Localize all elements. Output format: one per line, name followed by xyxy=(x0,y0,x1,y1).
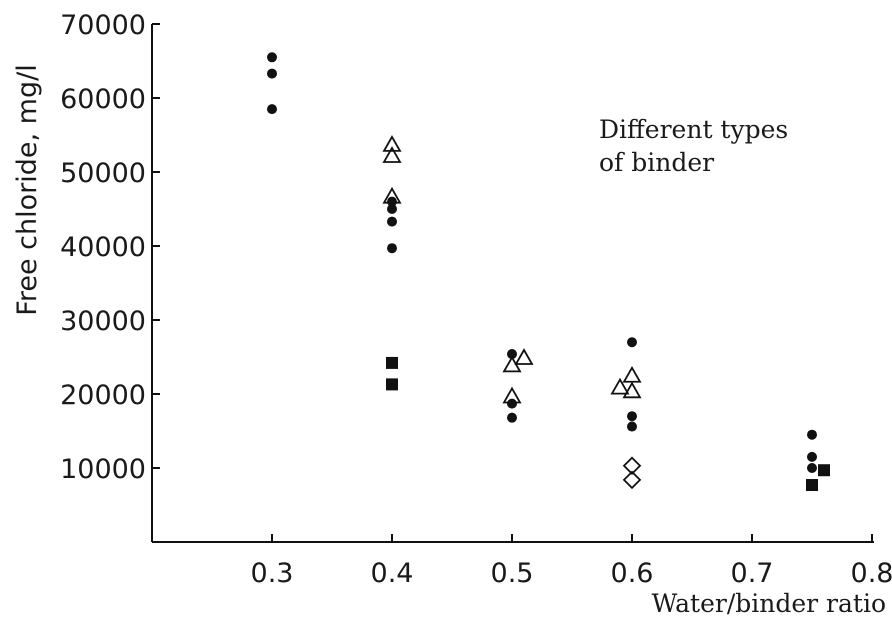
data-point-circle xyxy=(627,337,637,348)
data-point-triangle xyxy=(382,146,402,163)
x-axis-ticks: 0.3 0.4 0.5 0.6 0.7 0.8 xyxy=(251,534,892,589)
data-point-circle xyxy=(507,412,517,423)
data-point-triangle xyxy=(514,348,534,365)
data-point-circle xyxy=(387,196,397,207)
data-point-square xyxy=(818,464,830,477)
data-point-circle xyxy=(507,349,517,360)
data-point-circle xyxy=(627,421,637,432)
y-tick-label: 60000 xyxy=(60,84,146,115)
data-point-diamond xyxy=(622,456,642,476)
data-point-triangle xyxy=(382,135,402,152)
x-tick-label: 0.8 xyxy=(851,558,892,589)
y-tick-label: 70000 xyxy=(60,10,146,41)
data-point-circle xyxy=(387,243,397,254)
annotation-line-2: of binder xyxy=(599,148,714,177)
data-point-circle xyxy=(807,429,817,440)
x-tick-label: 0.5 xyxy=(491,558,534,589)
data-point-circle xyxy=(627,411,637,422)
data-point-square xyxy=(386,356,398,369)
y-axis-ticks: 10000 20000 30000 40000 50000 60000 70000 xyxy=(60,10,160,485)
y-tick-label: 50000 xyxy=(60,158,146,189)
data-point-square xyxy=(386,378,398,391)
data-point-square xyxy=(806,479,818,492)
x-tick-label: 0.7 xyxy=(731,558,774,589)
data-point-circle xyxy=(507,398,517,409)
data-point-circle xyxy=(267,52,277,63)
data-point-circle xyxy=(807,463,817,473)
x-axis-title: Water/binder ratio xyxy=(652,589,886,618)
y-axis-title: Free chloride, mg/l xyxy=(12,64,43,315)
y-tick-label: 40000 xyxy=(60,232,146,263)
data-points xyxy=(267,52,830,492)
annotation-line-1: Different types xyxy=(599,115,788,144)
data-point-circle xyxy=(807,451,817,462)
data-point-triangle xyxy=(610,377,630,395)
data-point-triangle xyxy=(622,365,642,383)
data-point-circle xyxy=(267,68,277,79)
x-tick-label: 0.4 xyxy=(371,558,414,589)
data-point-circle xyxy=(387,204,397,214)
x-tick-label: 0.6 xyxy=(611,558,654,589)
data-point-diamond xyxy=(622,470,642,490)
x-tick-label: 0.3 xyxy=(251,558,294,589)
data-point-triangle xyxy=(382,186,402,204)
data-point-triangle xyxy=(502,386,522,404)
axes xyxy=(151,24,874,543)
data-point-circle xyxy=(387,216,397,227)
data-point-triangle xyxy=(622,381,642,399)
data-point-circle xyxy=(267,104,277,115)
y-tick-label: 10000 xyxy=(60,454,146,485)
y-tick-label: 20000 xyxy=(60,380,146,411)
y-tick-label: 30000 xyxy=(60,306,146,337)
